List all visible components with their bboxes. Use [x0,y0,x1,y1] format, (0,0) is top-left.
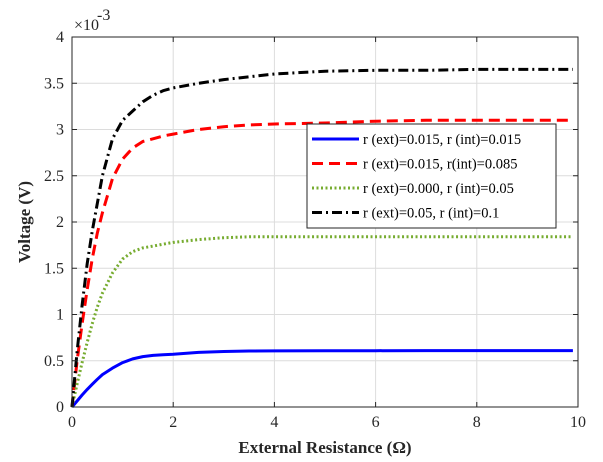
legend-box [306,123,557,229]
y-tick-label: 2 [56,214,64,231]
y-axis-label: Voltage (V) [15,181,34,263]
legend-label: r (ext)=0.015, r(int)=0.085 [363,157,517,173]
y-tick-label: 4 [56,29,64,46]
series-line-4 [70,67,573,408]
y-tick-label: 3.5 [44,75,64,92]
y-exponent: ×10 -3 [74,7,110,34]
series-layer [70,67,573,408]
legend-label: r (ext)=0.015, r (int)=0.015 [363,132,521,148]
x-tick-label: 0 [68,414,76,431]
legend-label: r (ext)=0.000, r (int)=0.05 [363,181,514,197]
series-line-2 [70,118,573,408]
x-axis-label: External Resistance (Ω) [238,438,411,457]
x-tick-label: 4 [270,414,278,431]
y-tick-label: 1 [56,307,64,324]
y-exponent-power: -3 [97,7,110,24]
y-exponent-base: ×10 [74,17,99,34]
legend: r (ext)=0.015, r (int)=0.015 r (ext)=0.01… [306,123,557,229]
x-tick-label: 10 [570,414,586,431]
x-tick-label: 8 [473,414,481,431]
y-tick-label: 0 [56,399,64,416]
y-tick-label: 1.5 [44,260,64,277]
legend-label: r (ext)=0.05, r (int)=0.1 [363,206,499,222]
axis-ticks: 0 2 4 6 8 10 0 0.5 1 1.5 2 2.5 3 3.5 4 [44,29,586,431]
y-tick-label: 2.5 [44,168,64,185]
x-tick-label: 6 [372,414,380,431]
x-tick-label: 2 [169,414,177,431]
y-tick-label: 3 [56,122,64,139]
y-tick-label: 0.5 [44,353,64,370]
series-line-1 [70,349,573,408]
series-line-3 [70,235,573,408]
